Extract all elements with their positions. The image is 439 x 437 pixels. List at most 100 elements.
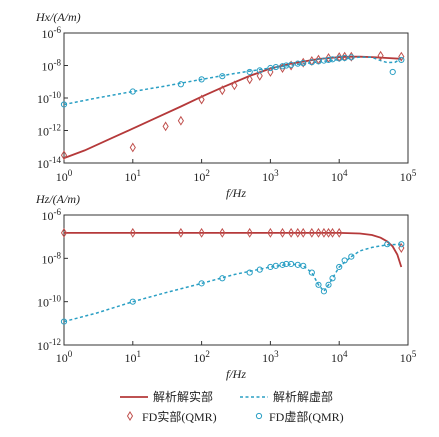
fd-imag-point: [219, 73, 226, 80]
fd-imag-point: [398, 56, 405, 64]
fd-real-point: [231, 80, 238, 91]
plot-frame: [63, 214, 409, 346]
y-tick-label: 10-6: [42, 25, 62, 41]
fd-real-point: [60, 227, 68, 238]
fd-imag-point: [329, 275, 336, 282]
x-tick-label: 101: [125, 349, 142, 365]
fd-imag-point: [288, 260, 295, 268]
fd-real-point: [279, 227, 286, 238]
series-line-imag: [63, 56, 402, 106]
fd-imag-point: [308, 269, 315, 276]
fd-imag-point: [256, 266, 263, 273]
fd-real-point: [325, 53, 332, 63]
legend-label: 解析解虚部: [273, 389, 333, 404]
fd-imag-point: [325, 56, 332, 64]
fd-imag-point: [341, 54, 348, 62]
fd-real-point: [329, 227, 336, 238]
x-tick-label: 104: [331, 168, 348, 184]
fd-real-point: [336, 227, 343, 238]
fd-imag-point: [272, 63, 279, 71]
series-line-real: [64, 231, 403, 268]
fd-imag-point: [348, 253, 355, 260]
x-tick-label: 102: [193, 168, 210, 184]
fd-imag-point: [129, 88, 136, 95]
fd-real-point: [198, 94, 205, 105]
fd-imag-point: [336, 263, 343, 271]
fd-real-point: [177, 115, 184, 126]
y-tick-label: 10-10: [37, 294, 61, 310]
y-tick-label: 10-6: [42, 207, 62, 223]
fd-imag-point: [348, 54, 355, 61]
fd-real-point: [177, 227, 184, 238]
chart-panel-2: Hz/(A/m) f/Hz 100 101 102 103 104 105 10-6 10-8 10…: [35, 192, 417, 381]
x-axis-title: f/Hz: [226, 186, 246, 200]
x-tick-label: 105: [400, 168, 417, 184]
fd-real-point: [129, 142, 136, 153]
legend-label: FD虚部(QMR): [269, 409, 344, 424]
y-axis-title: Hx/(A/m): [35, 10, 81, 24]
fd-real-point: [267, 227, 274, 238]
fd-real-point: [129, 227, 136, 238]
fd-imag-point: [329, 56, 336, 63]
y-tick-label: 10-8: [42, 250, 62, 266]
fd-imag-point: [129, 298, 136, 305]
legend-swatch-fd-imag: [255, 412, 263, 420]
fd-imag-point: [256, 67, 263, 74]
fd-imag-point: [272, 262, 279, 269]
fd-real-point: [288, 227, 295, 238]
fd-imag-point: [341, 257, 348, 264]
fd-real-point: [198, 227, 205, 238]
legend-swatch-fd-real: [126, 411, 134, 421]
y-tick-label: 10-14: [37, 155, 61, 171]
fd-imag-point: [308, 59, 315, 66]
chart-panel-1: Hx/(A/m) f/Hz 100 101 102 103 104 105 10-6 10-8 10…: [35, 10, 417, 200]
x-tick-label: 102: [193, 349, 210, 365]
fd-real-point: [219, 85, 226, 96]
fd-real-point: [267, 67, 274, 77]
series-line-real: [63, 55, 402, 159]
y-tick-label: 10-12: [37, 337, 61, 353]
fd-imag-point: [177, 81, 184, 88]
fd-imag-point: [300, 60, 307, 67]
fd-imag-point: [246, 269, 253, 276]
fd-real-point: [246, 74, 253, 85]
y-axis-title: Hz/(A/m): [35, 192, 80, 206]
fd-real-point: [325, 227, 332, 238]
fd-imag-point: [60, 101, 68, 108]
x-tick-label: 100: [56, 168, 73, 184]
fd-imag-point: [398, 241, 405, 248]
fd-real-point: [308, 227, 315, 238]
fd-imag-point: [279, 261, 286, 268]
fd-imag-point: [198, 280, 205, 287]
x-axis-title: f/Hz: [226, 367, 246, 381]
fd-imag-point: [325, 281, 332, 288]
legend: 解析解实部 解析解虚部 FD实部(QMR) FD虚部(QMR): [120, 389, 344, 424]
y-tick-label: 10-12: [37, 123, 61, 139]
fd-real-point: [315, 227, 322, 238]
fd-real-point: [398, 51, 405, 62]
fd-imag-point: [60, 318, 68, 325]
fd-real-point: [288, 60, 295, 71]
legend-label: FD实部(QMR): [142, 409, 217, 424]
x-tick-label: 103: [262, 349, 279, 365]
fd-imag-point: [279, 63, 286, 70]
fd-imag-point: [320, 57, 328, 64]
fd-real-point: [294, 227, 301, 238]
fd-imag-point: [288, 61, 295, 68]
fd-imag-point: [198, 76, 205, 83]
fd-real-point: [398, 243, 405, 253]
x-tick-label: 101: [125, 168, 142, 184]
x-tick-label: 105: [400, 349, 417, 365]
y-tick-label: 10-10: [37, 90, 61, 106]
fd-imag-point: [384, 241, 391, 248]
fd-real-point: [320, 227, 328, 238]
fd-imag-point: [300, 262, 307, 269]
x-tick-label: 100: [56, 349, 73, 365]
fd-real-point: [300, 227, 307, 238]
fd-imag-point: [389, 68, 396, 76]
y-tick-label: 10-8: [42, 58, 62, 74]
fd-imag-point: [246, 68, 253, 76]
fd-real-point: [246, 227, 253, 238]
fd-imag-point: [315, 281, 322, 288]
